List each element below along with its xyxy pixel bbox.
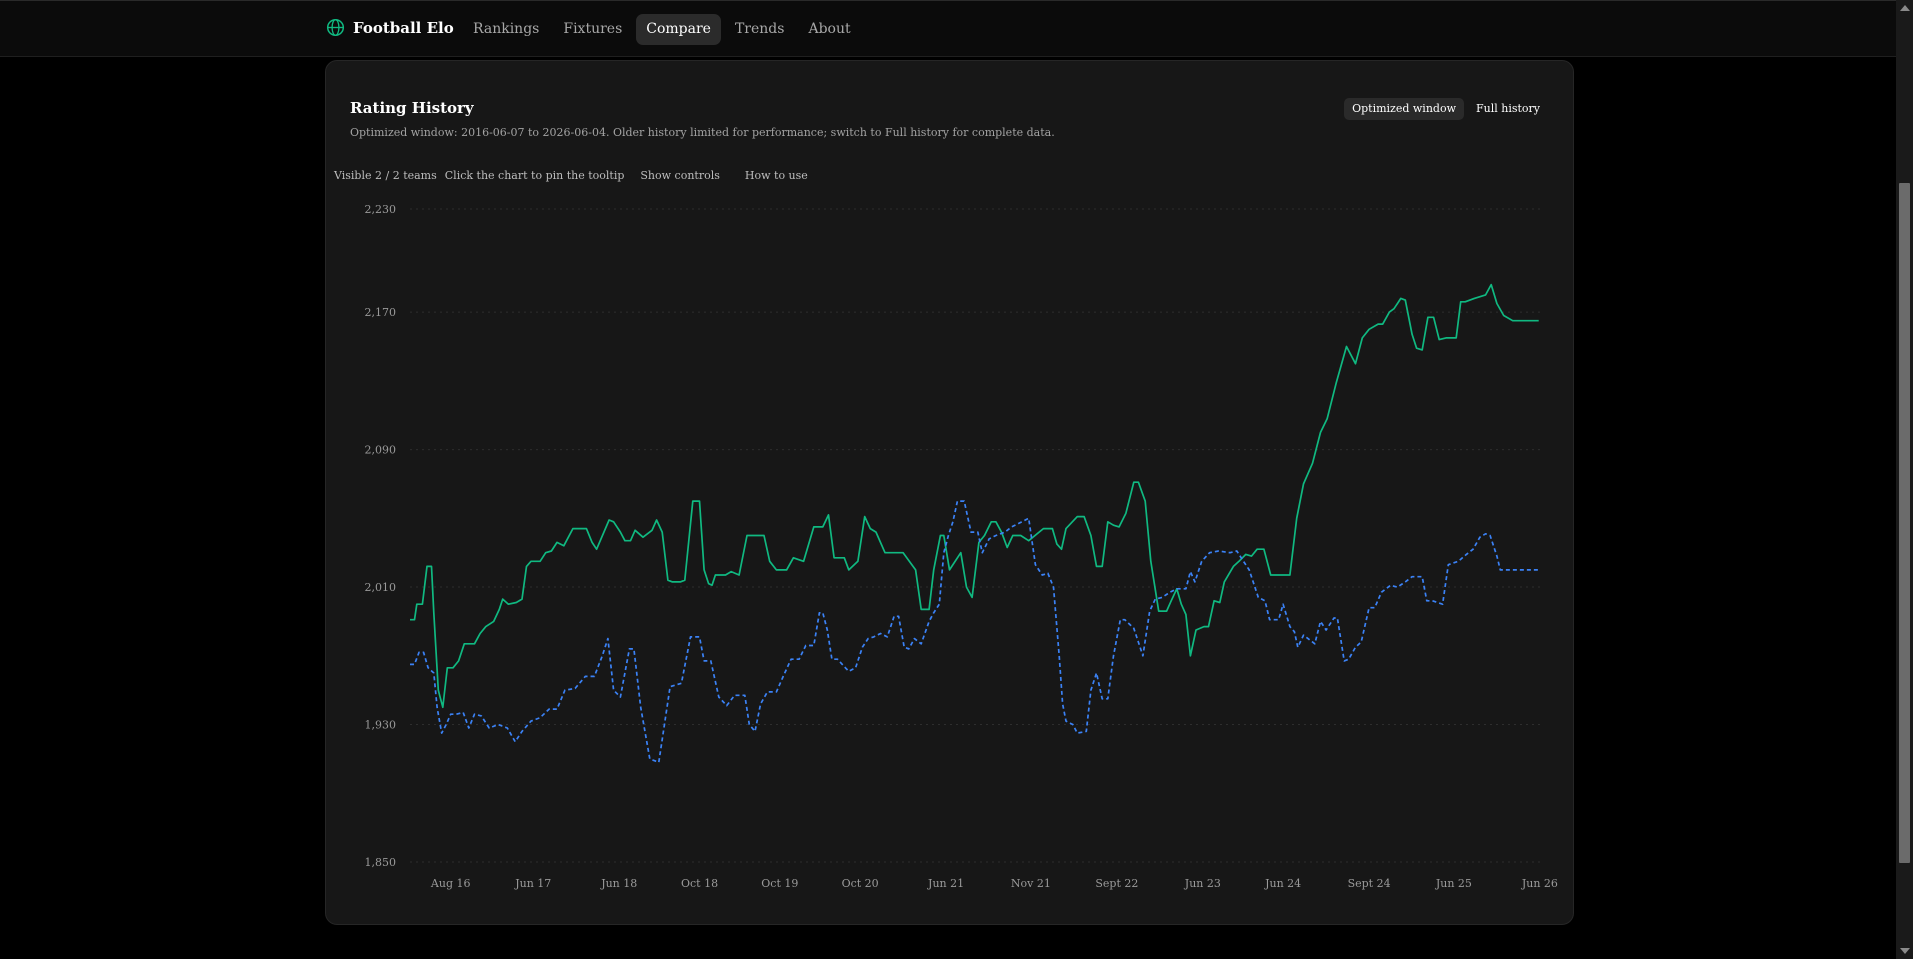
card-subtitle: Optimized window: 2016-06-07 to 2026-06-… bbox=[350, 126, 1055, 139]
globe-icon bbox=[326, 18, 345, 37]
x-tick-label: Sept 22 bbox=[1095, 877, 1138, 890]
x-tick-label: Oct 18 bbox=[681, 877, 718, 890]
optimized-window-button[interactable]: Optimized window bbox=[1344, 98, 1464, 120]
visible-teams-count: Visible 2 / 2 teams bbox=[334, 169, 437, 182]
rating-history-card: Rating History Optimized window: 2016-06… bbox=[325, 60, 1574, 925]
x-tick-label: Jun 21 bbox=[927, 877, 964, 890]
full-history-button[interactable]: Full history bbox=[1475, 102, 1540, 115]
how-to-use-button[interactable]: How to use bbox=[744, 169, 808, 182]
history-mode-toggle: Optimized window Full history bbox=[1344, 98, 1548, 120]
series-line-1[interactable] bbox=[410, 283, 1539, 709]
page-scrollbar[interactable] bbox=[1896, 0, 1913, 959]
tooltip-hint: Click the chart to pin the tooltip bbox=[444, 169, 625, 182]
x-tick-label: Nov 21 bbox=[1011, 877, 1051, 890]
brand-name: Football Elo bbox=[353, 18, 454, 37]
brand[interactable]: Football Elo bbox=[326, 18, 454, 37]
x-tick-label: Jun 25 bbox=[1435, 877, 1472, 890]
y-tick-label: 2,230 bbox=[365, 203, 397, 216]
y-tick-label: 1,850 bbox=[365, 856, 397, 869]
nav-menu: Rankings Fixtures Compare Trends About bbox=[463, 14, 861, 45]
nav-trends[interactable]: Trends bbox=[734, 21, 785, 37]
y-tick-label: 2,010 bbox=[365, 581, 397, 594]
x-tick-label: Jun 24 bbox=[1264, 877, 1301, 890]
scrollbar-thumb[interactable] bbox=[1899, 183, 1910, 863]
x-tick-label: Aug 16 bbox=[430, 877, 471, 890]
scroll-up-arrow-icon[interactable] bbox=[1900, 5, 1910, 11]
nav-rankings[interactable]: Rankings bbox=[473, 21, 540, 37]
top-navbar: Football Elo Rankings Fixtures Compare T… bbox=[0, 0, 1896, 57]
y-tick-label: 1,930 bbox=[365, 719, 397, 732]
x-tick-label: Sept 24 bbox=[1348, 877, 1391, 890]
y-tick-label: 2,170 bbox=[365, 306, 397, 319]
x-tick-label: Jun 23 bbox=[1184, 877, 1221, 890]
scroll-down-arrow-icon[interactable] bbox=[1900, 948, 1910, 954]
show-controls-button[interactable]: Show controls bbox=[640, 169, 720, 182]
x-tick-label: Jun 17 bbox=[514, 877, 551, 890]
nav-compare[interactable]: Compare bbox=[636, 14, 721, 45]
card-title: Rating History bbox=[350, 99, 474, 117]
x-tick-label: Jun 18 bbox=[600, 877, 637, 890]
x-tick-label: Jun 26 bbox=[1521, 877, 1558, 890]
y-tick-label: 2,090 bbox=[365, 444, 397, 457]
x-tick-label: Oct 19 bbox=[761, 877, 798, 890]
x-tick-label: Oct 20 bbox=[842, 877, 879, 890]
nav-fixtures[interactable]: Fixtures bbox=[563, 21, 623, 37]
chart-toolbar: Visible 2 / 2 teams Click the chart to p… bbox=[334, 169, 825, 182]
nav-about[interactable]: About bbox=[808, 21, 851, 37]
series-line-2[interactable] bbox=[410, 500, 1539, 764]
